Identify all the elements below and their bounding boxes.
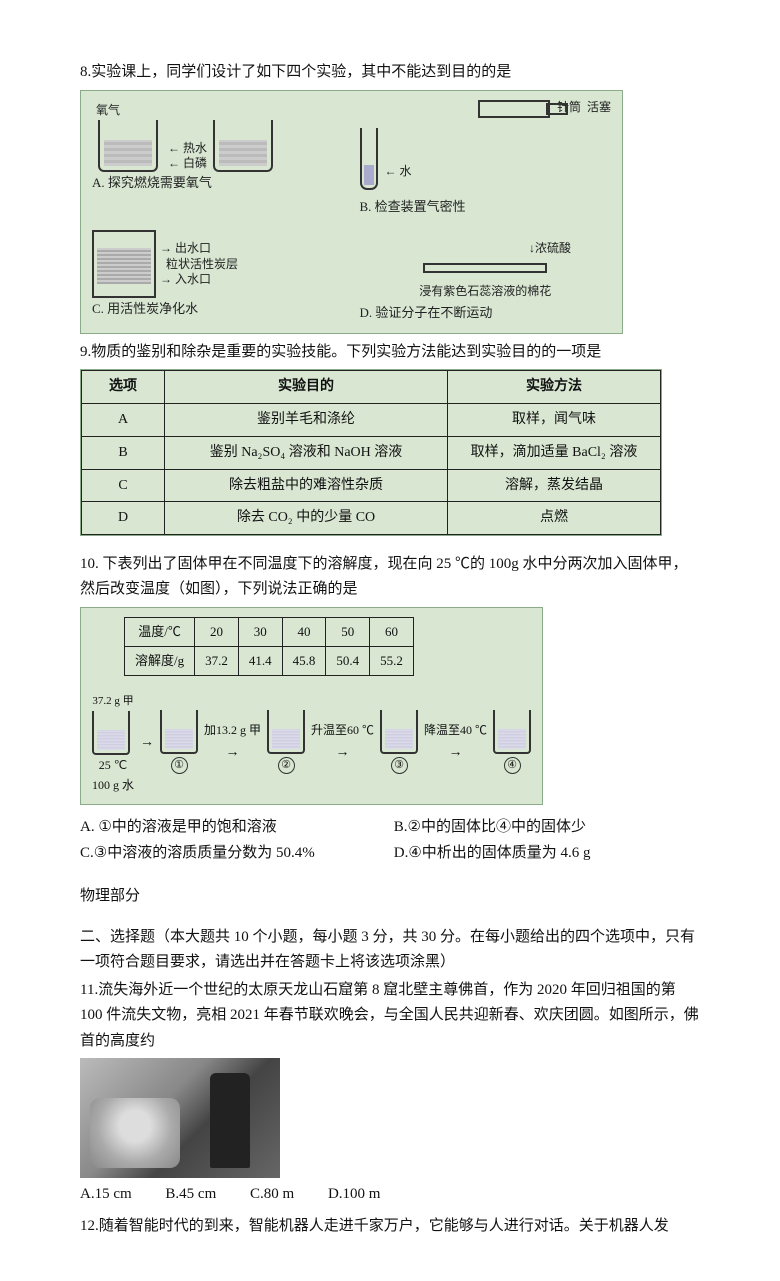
device-icon (423, 263, 547, 273)
label-oxygen: 氧气 (96, 103, 120, 117)
beaker-icon (160, 710, 198, 754)
q8-C-cap: C. 用活性炭净化水 (92, 298, 344, 320)
process-diagram: 37.2 g 甲 25 ℃ 100 g 水 → ① 加13.2 g 甲 → ② 升… (84, 680, 539, 801)
beaker-icon (98, 120, 158, 172)
cool40: 降温至40 ℃ (424, 720, 487, 740)
add1: 37.2 g 甲 (92, 695, 133, 707)
opt-D: D.④中析出的固体质量为 4.6 g (394, 841, 591, 867)
opt-C: C.③中溶液的溶质质量分数为 50.4% (80, 841, 360, 867)
arrow-icon: → (226, 745, 240, 760)
arrow-icon: → (449, 745, 463, 760)
arrow-icon: → (140, 731, 154, 755)
q10-stem: 10. 下表列出了固体甲在不同温度下的溶解度，现在向 25 ℃的 100g 水中… (80, 552, 700, 603)
label-acid: 浓硫酸 (535, 241, 571, 255)
label-cotton: 浸有紫色石蕊溶液的棉花 (360, 281, 612, 301)
q10-options: A. ①中的溶液是甲的饱和溶液 B.②中的固体比④中的固体少 C.③中溶液的溶质… (80, 815, 700, 866)
table-row: A鉴别羊毛和涤纶取样，闻气味 (82, 403, 661, 436)
q10-figure: 温度/℃2030405060 溶解度/g37.241.445.850.455.2… (80, 607, 543, 806)
q9-stem: 9.物质的鉴别和除杂是重要的实验技能。下列实验方法能达到实验目的的一项是 (80, 340, 700, 366)
physics-header: 物理部分 (80, 884, 700, 910)
start-label: 25 ℃ 100 g 水 (92, 755, 134, 796)
beaker-icon (213, 120, 273, 172)
opt-D: D.100 m (328, 1182, 381, 1208)
beaker-icon (493, 710, 531, 754)
step1-icon: ① (171, 757, 188, 774)
beaker-icon (380, 710, 418, 754)
q11-stem: 11.流失海外近一个世纪的太原天龙山石窟第 8 窟北壁主尊佛首，作为 2020 … (80, 978, 700, 1055)
step2-icon: ② (278, 757, 295, 774)
q8-B-cap: B. 检查装置气密性 (360, 196, 612, 218)
carbon-column-icon (92, 230, 156, 298)
q8-D: ↓浓硫酸 浸有紫色石蕊溶液的棉花 D. 验证分子在不断运动 (352, 224, 620, 329)
labels-C: → 出水口 粒状活性炭层 → 入水口 (160, 241, 238, 288)
step3-icon: ③ (391, 757, 408, 774)
opt-A: A. ①中的溶液是甲的饱和溶液 (80, 815, 360, 841)
q11-options: A.15 cm B.45 cm C.80 m D.100 m (80, 1182, 700, 1208)
table-row: 选项 实验目的 实验方法 (82, 371, 661, 404)
opt-B: B.45 cm (165, 1182, 216, 1208)
labels-A: ← 热水 ← 白磷 (168, 141, 207, 172)
q8-D-cap: D. 验证分子在不断运动 (360, 302, 612, 324)
q8-B: 针筒 活塞 ← 水 B. 检查装置气密性 (352, 94, 620, 225)
add2: 加13.2 g 甲 (204, 720, 261, 740)
table-row: B鉴别 Na₂SO₄ 溶液和 NaOH 溶液取样，滴加适量 BaCl₂ 溶液 (82, 436, 661, 469)
step4-icon: ④ (504, 757, 521, 774)
q8-stem: 8.实验课上，同学们设计了如下四个实验，其中不能达到目的的是 (80, 60, 700, 86)
q8-C: → 出水口 粒状活性炭层 → 入水口 C. 用活性炭净化水 (84, 224, 352, 329)
q9-table: 选项 实验目的 实验方法 A鉴别羊毛和涤纶取样，闻气味 B鉴别 Na₂SO₄ 溶… (80, 369, 662, 536)
q8-figure: 氧气 ← 热水 ← 白磷 A. 探究燃烧需要氧气 针筒 活塞 ← 水 B. 检查… (80, 90, 623, 334)
solubility-table: 温度/℃2030405060 溶解度/g37.241.445.850.455.2 (124, 617, 414, 676)
q8-A-cap: A. 探究燃烧需要氧气 (92, 172, 344, 194)
opt-C: C.80 m (250, 1182, 294, 1208)
syringe-icon (478, 100, 550, 118)
opt-B: B.②中的固体比④中的固体少 (394, 815, 586, 841)
arrow-icon: → (336, 745, 350, 760)
label-water: ← 水 (385, 164, 412, 180)
q8-A: 氧气 ← 热水 ← 白磷 A. 探究燃烧需要氧气 (84, 94, 352, 225)
beaker-icon (92, 711, 130, 755)
heat60: 升温至60 ℃ (311, 720, 374, 740)
beaker-icon (267, 710, 305, 754)
table-row: D除去 CO₂ 中的少量 CO点燃 (82, 502, 661, 535)
q12-stem: 12.随着智能时代的到来，智能机器人走进千家万户，它能够与人进行对话。关于机器人… (80, 1214, 700, 1240)
tube-icon (360, 128, 378, 190)
buddha-photo (80, 1058, 280, 1178)
physics-sub: 二、选择题（本大题共 10 个小题，每小题 3 分，共 30 分。在每小题给出的… (80, 925, 700, 976)
opt-A: A.15 cm (80, 1182, 132, 1208)
table-row: C除去粗盐中的难溶性杂质溶解，蒸发结晶 (82, 469, 661, 502)
